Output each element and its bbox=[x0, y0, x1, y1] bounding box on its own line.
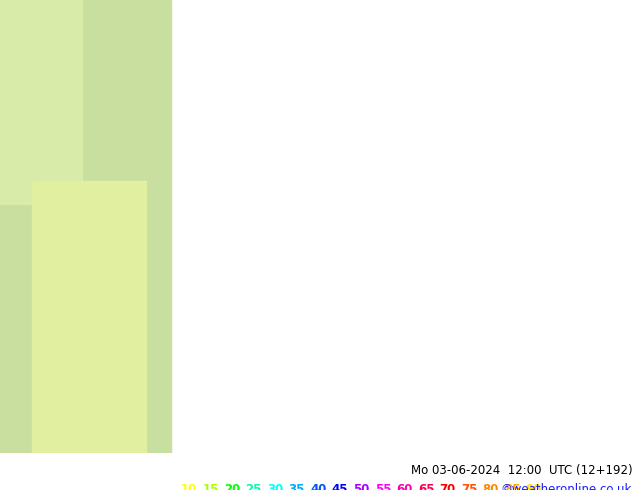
Text: 85: 85 bbox=[504, 483, 521, 490]
Text: 30: 30 bbox=[267, 483, 283, 490]
Text: 70: 70 bbox=[439, 483, 456, 490]
Text: 90: 90 bbox=[526, 483, 542, 490]
Text: 40: 40 bbox=[310, 483, 327, 490]
Text: 35: 35 bbox=[288, 483, 305, 490]
Text: 80: 80 bbox=[482, 483, 499, 490]
Text: 25: 25 bbox=[245, 483, 262, 490]
Text: 15: 15 bbox=[202, 483, 219, 490]
Bar bbox=[32, 181, 146, 453]
Text: ©weatheronline.co.uk: ©weatheronline.co.uk bbox=[501, 483, 632, 490]
Text: 20: 20 bbox=[224, 483, 240, 490]
Text: 60: 60 bbox=[396, 483, 413, 490]
Text: Mo 03-06-2024  12:00  UTC (12+192): Mo 03-06-2024 12:00 UTC (12+192) bbox=[411, 464, 633, 477]
Text: 65: 65 bbox=[418, 483, 434, 490]
Text: 55: 55 bbox=[375, 483, 391, 490]
Text: 10: 10 bbox=[181, 483, 197, 490]
Bar bbox=[0, 0, 171, 453]
Bar bbox=[0, 0, 82, 204]
Text: 50: 50 bbox=[353, 483, 370, 490]
Text: 75: 75 bbox=[461, 483, 477, 490]
Text: 45: 45 bbox=[332, 483, 348, 490]
